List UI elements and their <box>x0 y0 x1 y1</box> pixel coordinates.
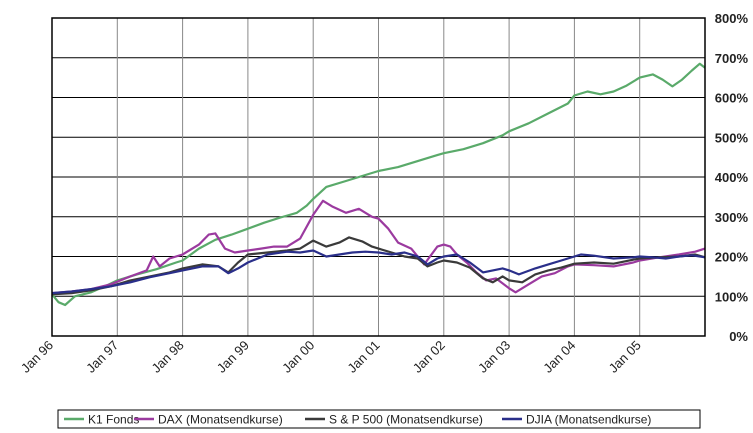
y-axis-ticks: 0% 100% 200% 300% 400% 500% 600% 700% 800% <box>715 11 749 344</box>
y-tick-label: 600% <box>715 91 749 106</box>
x-tick-label: Jan 02 <box>410 338 448 376</box>
y-tick-label: 500% <box>715 130 749 145</box>
legend-label: DJIA (Monatsendkurse) <box>526 413 651 427</box>
y-tick-label: 200% <box>715 250 749 265</box>
x-tick-label: Jan 96 <box>18 338 56 376</box>
legend: K1 Fonds DAX (Monatsendkurse) S & P 500 (M… <box>57 409 701 429</box>
series-line <box>51 249 706 295</box>
x-tick-label: Jan 98 <box>149 338 187 376</box>
x-tick-label: Jan 97 <box>83 338 121 376</box>
legend-label: S & P 500 (Monatsendkurse) <box>329 413 483 427</box>
y-tick-label: 0% <box>729 329 748 344</box>
series-line <box>51 62 706 307</box>
y-tick-label: 100% <box>715 289 749 304</box>
x-tick-label: Jan 03 <box>475 338 513 376</box>
legend-label: K1 Fonds <box>88 413 139 427</box>
x-tick-label: Jan 01 <box>344 338 382 376</box>
series-lines <box>51 62 706 307</box>
x-tick-label: Jan 05 <box>606 338 644 376</box>
plot-border <box>51 17 706 337</box>
y-tick-label: 800% <box>715 11 749 26</box>
y-tick-label: 400% <box>715 170 749 185</box>
y-tick-label: 700% <box>715 51 749 66</box>
x-tick-label: Jan 00 <box>279 338 317 376</box>
x-axis-ticks: Jan 96 Jan 97 Jan 98 Jan 99 Jan 00 Jan 01 Jan … <box>18 338 644 376</box>
legend-label: DAX (Monatsendkurse) <box>158 413 283 427</box>
x-tick-label: Jan 99 <box>214 338 252 376</box>
y-tick-label: 300% <box>715 210 749 225</box>
legend-box <box>57 409 701 429</box>
x-tick-label: Jan 04 <box>540 338 578 376</box>
